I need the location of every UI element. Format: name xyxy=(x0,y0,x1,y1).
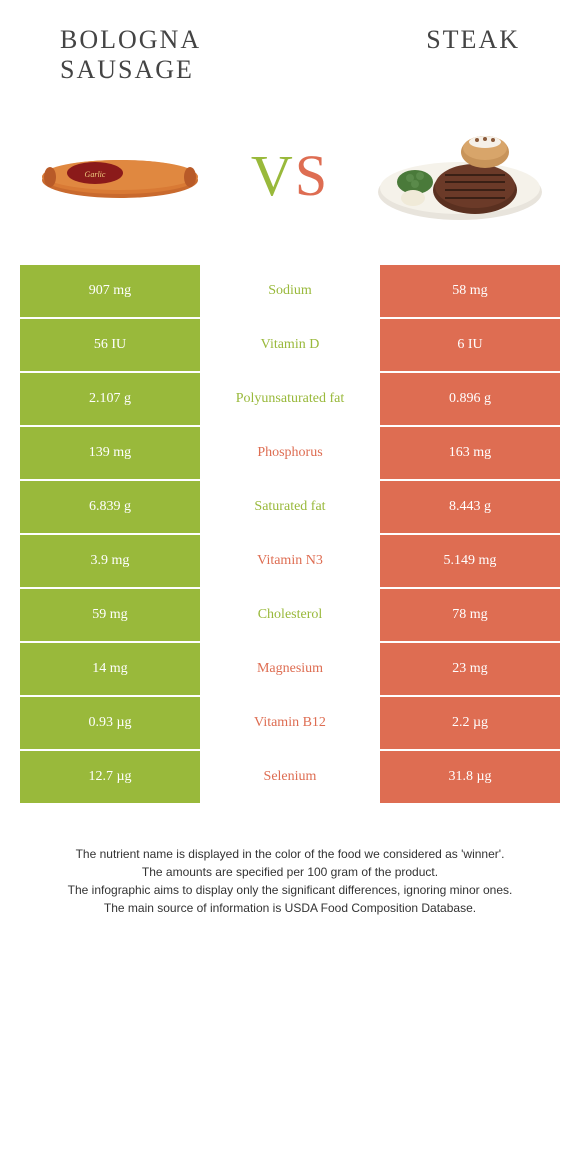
right-value: 5.149 mg xyxy=(380,535,560,587)
vs-s: S xyxy=(295,143,329,208)
right-value: 8.443 g xyxy=(380,481,560,533)
right-value: 163 mg xyxy=(380,427,560,479)
sausage-image: Garlic xyxy=(30,120,210,230)
nutrient-label: Phosphorus xyxy=(200,427,380,479)
nutrient-label: Vitamin N3 xyxy=(200,535,380,587)
footnote-line: The infographic aims to display only the… xyxy=(30,881,550,899)
left-value: 0.93 µg xyxy=(20,697,200,749)
right-value: 31.8 µg xyxy=(380,751,560,803)
right-value: 2.2 µg xyxy=(380,697,560,749)
left-value: 3.9 mg xyxy=(20,535,200,587)
nutrient-label: Sodium xyxy=(200,265,380,317)
right-value: 6 IU xyxy=(380,319,560,371)
left-value: 6.839 g xyxy=(20,481,200,533)
right-value: 78 mg xyxy=(380,589,560,641)
footnote-line: The nutrient name is displayed in the co… xyxy=(30,845,550,863)
steak-image xyxy=(370,120,550,230)
table-row: 139 mgPhosphorus163 mg xyxy=(20,427,560,479)
hero-row: Garlic VS xyxy=(0,95,580,265)
nutrient-label: Vitamin B12 xyxy=(200,697,380,749)
table-row: 907 mgSodium58 mg xyxy=(20,265,560,317)
left-value: 14 mg xyxy=(20,643,200,695)
nutrient-label: Cholesterol xyxy=(200,589,380,641)
table-row: 12.7 µgSelenium31.8 µg xyxy=(20,751,560,803)
left-food-title: BOLOGNA SAUSAGE xyxy=(50,25,290,85)
footnote-line: The amounts are specified per 100 gram o… xyxy=(30,863,550,881)
svg-text:Garlic: Garlic xyxy=(85,170,106,179)
nutrient-table: 907 mgSodium58 mg56 IUVitamin D6 IU2.107… xyxy=(0,265,580,803)
left-value: 907 mg xyxy=(20,265,200,317)
left-value: 56 IU xyxy=(20,319,200,371)
table-row: 56 IUVitamin D6 IU xyxy=(20,319,560,371)
right-value: 23 mg xyxy=(380,643,560,695)
table-row: 59 mgCholesterol78 mg xyxy=(20,589,560,641)
table-row: 14 mgMagnesium23 mg xyxy=(20,643,560,695)
nutrient-label: Selenium xyxy=(200,751,380,803)
left-value: 139 mg xyxy=(20,427,200,479)
nutrient-label: Polyunsaturated fat xyxy=(200,373,380,425)
footnote-line: The main source of information is USDA F… xyxy=(30,899,550,917)
left-value: 2.107 g xyxy=(20,373,200,425)
titles-header: BOLOGNA SAUSAGE STEAK xyxy=(0,0,580,95)
table-row: 2.107 gPolyunsaturated fat0.896 g xyxy=(20,373,560,425)
left-value: 12.7 µg xyxy=(20,751,200,803)
nutrient-label: Vitamin D xyxy=(200,319,380,371)
left-value: 59 mg xyxy=(20,589,200,641)
right-value: 58 mg xyxy=(380,265,560,317)
table-row: 6.839 gSaturated fat8.443 g xyxy=(20,481,560,533)
right-value: 0.896 g xyxy=(380,373,560,425)
nutrient-label: Magnesium xyxy=(200,643,380,695)
footnotes: The nutrient name is displayed in the co… xyxy=(0,805,580,937)
right-food-title: STEAK xyxy=(290,25,530,85)
vs-label: VS xyxy=(251,142,329,209)
table-row: 3.9 mgVitamin N35.149 mg xyxy=(20,535,560,587)
table-row: 0.93 µgVitamin B122.2 µg xyxy=(20,697,560,749)
vs-v: V xyxy=(251,143,295,208)
nutrient-label: Saturated fat xyxy=(200,481,380,533)
